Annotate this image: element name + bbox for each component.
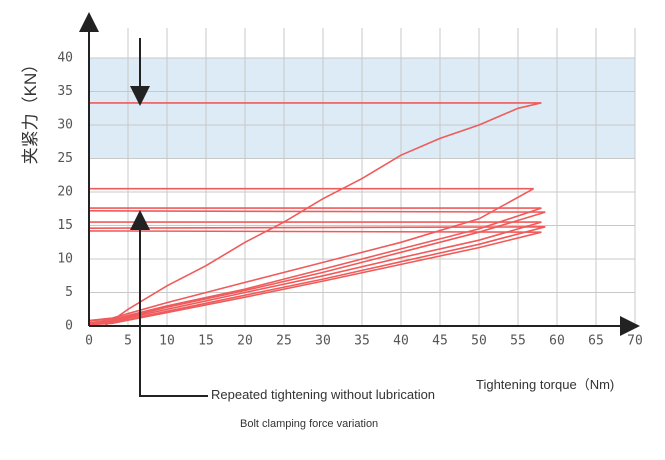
series-line: [88, 207, 542, 322]
x-tick-label: 70: [627, 334, 643, 349]
x-tick-label: 0: [85, 334, 93, 349]
y-tick-label: 0: [65, 319, 73, 334]
x-tick-label: 55: [510, 334, 526, 349]
y-axis-label: 夹紧力（KN）: [21, 56, 40, 165]
x-tick-label: 40: [393, 334, 409, 349]
y-tick-label: 10: [57, 252, 73, 267]
y-tick-label: 40: [57, 51, 73, 66]
x-tick-label: 45: [432, 334, 448, 349]
y-tick-label: 25: [57, 151, 73, 166]
x-axis-label: Tightening torque（Nm): [476, 377, 614, 392]
arrow-up: [130, 210, 208, 397]
x-tick-label: 30: [315, 334, 331, 349]
series-line: [88, 187, 534, 322]
x-tick-label: 25: [276, 334, 292, 349]
x-tick-label: 5: [124, 334, 132, 349]
annotation: Bolt clamping force variation: [240, 418, 378, 430]
x-tick-label: 10: [159, 334, 175, 349]
x-tick-label: 20: [237, 334, 253, 349]
annotation: Repeated tightening without lubrication: [211, 387, 435, 402]
series-line: [88, 230, 542, 326]
y-tick-label: 5: [65, 285, 73, 300]
y-tick-label: 35: [57, 84, 73, 99]
x-tick-label: 60: [549, 334, 565, 349]
y-tick-label: 15: [57, 218, 73, 233]
y-tick-label: 20: [57, 185, 73, 200]
y-tick-label: 30: [57, 118, 73, 133]
series-line: [88, 210, 546, 324]
series-line: [88, 221, 542, 324]
x-tick-label: 35: [354, 334, 370, 349]
x-tick-label: 50: [471, 334, 487, 349]
x-tick-label: 15: [198, 334, 214, 349]
x-tick-label: 65: [588, 334, 604, 349]
plot-area: 0 5 10 15 20 25 30 35 40 0 5 10 15 20 25 30 35 40 45 50 55 60…: [57, 28, 643, 349]
